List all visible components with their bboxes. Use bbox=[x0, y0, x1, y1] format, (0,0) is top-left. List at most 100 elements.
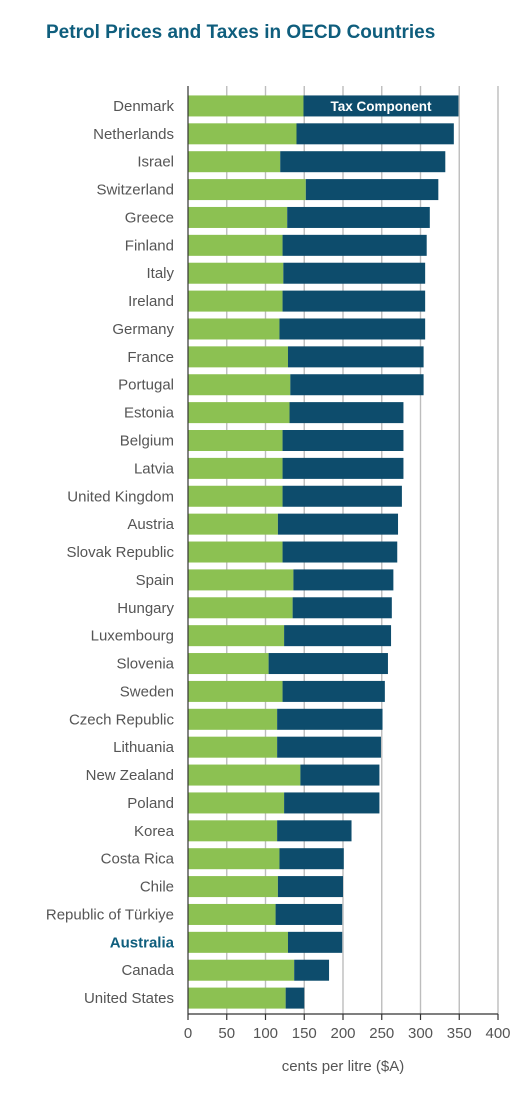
bar-tax bbox=[283, 262, 426, 284]
bar-base bbox=[188, 485, 283, 507]
chart-title: Petrol Prices and Taxes in OECD Countrie… bbox=[46, 22, 436, 43]
bar-tax bbox=[305, 179, 439, 201]
category-label: Lithuania bbox=[113, 739, 175, 756]
category-label: Australia bbox=[110, 934, 175, 951]
bar-tax bbox=[277, 820, 352, 842]
bar-tax bbox=[275, 903, 343, 925]
category-label: Korea bbox=[134, 823, 175, 840]
category-label: Hungary bbox=[117, 600, 174, 617]
category-labels: Denmark Netherlands Israel Switzerland Greec… bbox=[46, 98, 175, 1007]
x-tick-label: 0 bbox=[184, 1025, 192, 1042]
bar-base bbox=[188, 848, 280, 870]
bar-tax bbox=[277, 876, 343, 898]
bar-base bbox=[188, 653, 269, 675]
bar-tax bbox=[289, 402, 404, 424]
bar-tax bbox=[292, 597, 392, 619]
bar-base bbox=[188, 959, 295, 981]
bar-tax bbox=[290, 374, 424, 396]
category-label: Slovenia bbox=[116, 656, 174, 673]
category-label: Estonia bbox=[124, 405, 175, 422]
bar-base bbox=[188, 625, 285, 647]
bar-base bbox=[188, 569, 294, 591]
bar-base bbox=[188, 262, 284, 284]
bar-tax bbox=[282, 234, 427, 256]
bar-base bbox=[188, 457, 283, 479]
bar-base bbox=[188, 876, 278, 898]
category-label: Netherlands bbox=[93, 126, 174, 143]
x-tick-label: 100 bbox=[253, 1025, 278, 1042]
bar-tax bbox=[294, 959, 330, 981]
bar-base bbox=[188, 931, 288, 953]
category-label: Canada bbox=[121, 962, 174, 979]
bar-base bbox=[188, 792, 285, 814]
category-label: Finland bbox=[125, 237, 174, 254]
bar-tax bbox=[285, 987, 305, 1009]
bar-base bbox=[188, 290, 283, 312]
category-label: Greece bbox=[125, 209, 174, 226]
bar-base bbox=[188, 430, 283, 451]
category-label: Switzerland bbox=[96, 182, 174, 199]
category-label: Spain bbox=[136, 572, 174, 589]
x-tick-label: 150 bbox=[292, 1025, 317, 1042]
bar-tax bbox=[293, 569, 394, 591]
bar-base bbox=[188, 123, 297, 145]
category-label: Costa Rica bbox=[101, 851, 175, 868]
tax-component-annotation: Tax Component bbox=[330, 99, 432, 114]
bar-tax bbox=[282, 485, 402, 507]
bar-base bbox=[188, 234, 283, 256]
x-tick-label: 50 bbox=[218, 1025, 235, 1042]
bar-tax bbox=[279, 318, 426, 340]
category-label: Israel bbox=[137, 154, 174, 171]
bar-base bbox=[188, 597, 293, 619]
bar-base bbox=[188, 374, 291, 396]
bar-tax bbox=[279, 848, 344, 870]
category-label: United States bbox=[84, 990, 174, 1007]
bar-base bbox=[188, 987, 286, 1009]
category-label: Belgium bbox=[120, 433, 174, 450]
bar-tax bbox=[296, 123, 454, 145]
category-label: Italy bbox=[146, 265, 174, 282]
category-label: United Kingdom bbox=[67, 488, 174, 505]
bar-base bbox=[188, 179, 306, 201]
x-axis-label: cents per litre ($A) bbox=[281, 1058, 405, 1075]
category-label: Poland bbox=[127, 795, 174, 812]
category-label: Germany bbox=[112, 321, 174, 338]
category-label: Austria bbox=[127, 516, 174, 533]
bar-tax bbox=[277, 513, 399, 535]
bar-tax bbox=[284, 625, 392, 647]
x-tick-label: 300 bbox=[408, 1025, 433, 1042]
bar-tax bbox=[287, 931, 343, 953]
bar-tax bbox=[282, 680, 385, 702]
bar-tax bbox=[284, 792, 380, 814]
bar-base bbox=[188, 513, 278, 535]
bar-base bbox=[188, 151, 281, 173]
bar-tax bbox=[287, 206, 430, 228]
category-label: Sweden bbox=[120, 683, 174, 700]
bar-tax bbox=[282, 457, 404, 479]
category-label: New Zealand bbox=[86, 767, 174, 784]
category-label: Latvia bbox=[134, 460, 175, 477]
category-label: Chile bbox=[140, 879, 174, 896]
category-label: Denmark bbox=[113, 98, 174, 115]
category-label: France bbox=[127, 349, 174, 366]
category-label: Luxembourg bbox=[91, 628, 174, 645]
category-label: Czech Republic bbox=[69, 711, 175, 728]
bar-base bbox=[188, 206, 288, 228]
bar-tax bbox=[303, 95, 459, 117]
category-label: Ireland bbox=[128, 293, 174, 310]
category-label: Republic of Türkiye bbox=[46, 906, 174, 923]
bar-tax bbox=[300, 764, 380, 786]
bar-base bbox=[188, 820, 278, 842]
bar-base bbox=[188, 903, 276, 925]
bar-tax bbox=[282, 541, 398, 563]
x-tick-label: 250 bbox=[369, 1025, 394, 1042]
category-label: Slovak Republic bbox=[66, 544, 174, 561]
bar-tax bbox=[280, 151, 446, 173]
bar-tax bbox=[268, 653, 388, 675]
bars: Tax Component bbox=[188, 95, 459, 1009]
bar-tax bbox=[282, 290, 426, 312]
bar-base bbox=[188, 402, 290, 424]
category-label: Portugal bbox=[118, 377, 174, 394]
x-tick-label: 350 bbox=[447, 1025, 472, 1042]
bar-tax bbox=[282, 430, 404, 451]
